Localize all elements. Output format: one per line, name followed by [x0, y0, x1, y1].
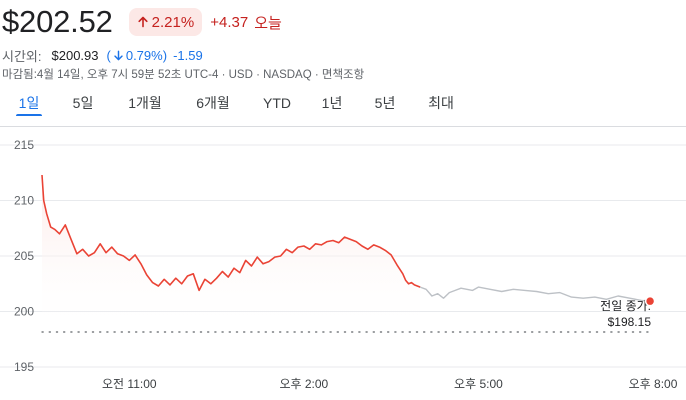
tab-label: 1년: [321, 95, 343, 111]
tab-label: 5일: [72, 95, 94, 111]
tab-5d[interactable]: 5일: [70, 92, 96, 116]
market-meta: 마감됨:4월 14일, 오후 7시 59분 52초 UTC-4 · USD · …: [2, 69, 365, 81]
after-hours-percent: ( 0.79% ): [107, 48, 168, 63]
current-price: $202.52: [2, 4, 113, 39]
y-tick-label: 195: [14, 360, 34, 374]
tab-max[interactable]: 최대: [426, 92, 456, 116]
tab-ytd[interactable]: YTD: [261, 92, 293, 116]
x-axis-labels: 오전 11:00 오후 2:00 오후 5:00 오후 8:00: [102, 377, 678, 391]
tab-1d[interactable]: 1일: [16, 92, 42, 116]
change-absolute: +4.37: [210, 13, 249, 31]
tab-label: 최대: [428, 95, 454, 111]
regular-session-line: [41, 174, 421, 292]
previous-close-label: 전일 종가:: [600, 299, 651, 313]
y-tick-label: 200: [14, 305, 34, 319]
arrow-down-icon: [114, 50, 123, 60]
y-tick-label: 215: [14, 138, 34, 152]
range-tabs: 1일 5일 1개월 6개월 YTD 1년 5년 최대: [0, 92, 500, 118]
after-hours-change: -1.59: [173, 47, 203, 63]
tab-6m[interactable]: 6개월: [193, 92, 233, 116]
after-hours-label: 시간외:: [2, 48, 42, 64]
previous-close-value: $198.15: [608, 315, 652, 329]
tab-label: 5년: [374, 95, 396, 111]
x-tick-label: 오후 2:00: [279, 377, 328, 391]
tab-label: YTD: [263, 95, 291, 111]
regular-session-area: [42, 175, 421, 333]
tab-label: 1개월: [128, 95, 162, 111]
y-tick-label: 210: [14, 194, 34, 208]
quote-header: $202.52 2.21% +4.37 오늘: [2, 2, 282, 42]
tab-label: 1일: [18, 95, 40, 111]
change-percent: 2.21%: [151, 13, 195, 31]
y-axis-labels: 215 210 205 200 195: [14, 138, 34, 374]
x-tick-label: 오전 11:00: [102, 377, 157, 391]
header-divider: [0, 126, 686, 127]
active-tab-indicator: [16, 114, 42, 116]
close-paren: ): [162, 47, 168, 63]
tab-1m[interactable]: 1개월: [126, 92, 164, 116]
tab-1y[interactable]: 1년: [319, 92, 345, 116]
open-paren: (: [106, 47, 111, 63]
x-tick-label: 오후 5:00: [454, 377, 503, 391]
tab-label: 6개월: [196, 95, 230, 111]
after-hours-price: $200.93: [51, 47, 99, 63]
change-period: 오늘: [254, 14, 282, 32]
tab-5y[interactable]: 5년: [372, 92, 398, 116]
arrow-up-icon: [138, 16, 148, 28]
after-hours-row: 시간외: $200.93 ( 0.79% ) -1.59: [2, 45, 203, 65]
after-hours-line: [419, 286, 651, 302]
y-tick-label: 205: [14, 249, 34, 263]
x-tick-label: 오후 8:00: [629, 377, 678, 391]
last-price-marker: [644, 295, 656, 307]
change-percent-badge: 2.21%: [128, 8, 203, 36]
after-hours-pct-value: 0.79%: [125, 47, 163, 63]
